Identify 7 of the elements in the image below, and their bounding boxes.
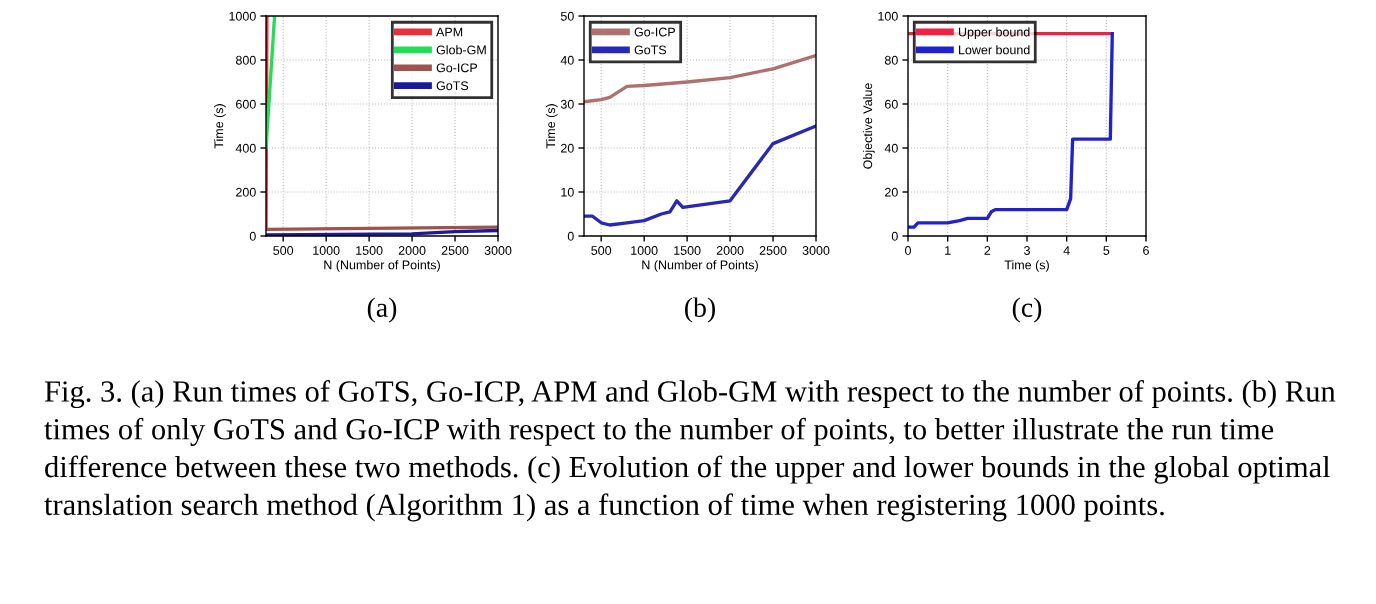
line-series bbox=[584, 53, 816, 104]
line-series bbox=[584, 124, 816, 227]
line-series bbox=[908, 31, 1114, 229]
text: (a) bbox=[367, 297, 397, 323]
text: (b) bbox=[685, 297, 715, 323]
caption: Fig. 3. (a) Run times of GoTS, Go-ICP, APM and Glob-GM with respect to the number of points. (b) Run times of only GoTS and Go-ICP with respect to the number of points, to better illustrate the run time difference between these two methods. (c) Evolution of the upper and lower bounds in the global optimal translation search method (Algorithm 1) as a function of time when registering 1000 points. bbox=[44, 380, 1336, 522]
text: (c) bbox=[1012, 297, 1042, 323]
